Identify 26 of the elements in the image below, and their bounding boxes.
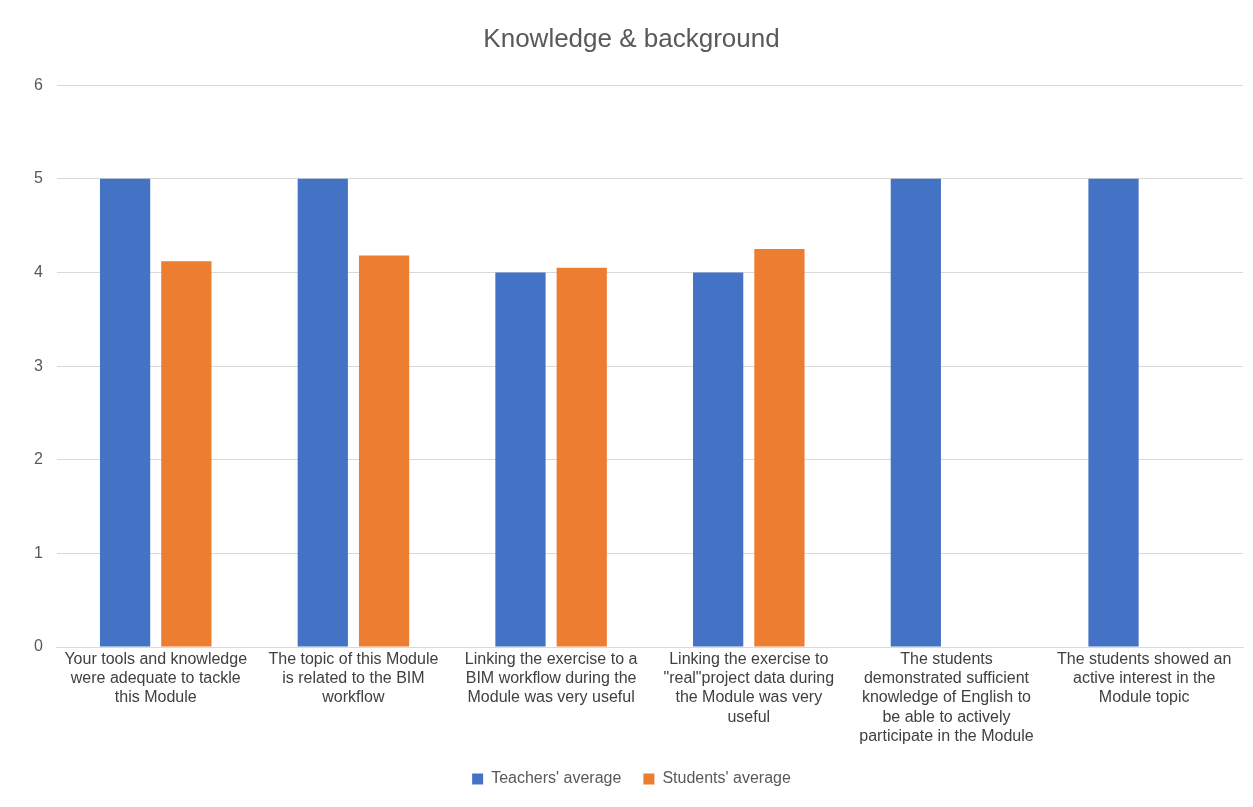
x-tick-label: The students demonstrated sufficient knowledge of English to be able to actively participate in the Module [859,650,1034,744]
y-tick-label: 0 [33,637,43,655]
legend-label: Students' average [662,769,791,787]
y-tick-label: 5 [33,169,43,187]
bar [754,249,805,647]
bar [161,261,212,647]
legend-label: Teachers' average [491,769,622,787]
bar [358,255,410,647]
bar [1088,178,1139,647]
x-tick-label: The topic of this Module is related to the BIM workflow [268,650,439,706]
bar [693,272,744,647]
bar [495,272,546,647]
y-tick-label: 4 [33,262,43,280]
y-tick-label: 1 [33,543,43,561]
bar [556,267,607,647]
y-tick-label: 6 [33,75,43,93]
x-tick-label: Your tools and knowledge were adequate to tackle this Module [64,650,248,706]
bar [890,178,941,647]
x-tick-label: Linking the exercise to a BIM workflow during the Module was very useful [464,650,638,706]
y-tick-label: 3 [33,356,43,374]
bar [99,178,151,647]
y-tick-label: 2 [33,450,43,468]
bar [297,178,348,647]
x-tick-label: Linking the exercise to "real"project data during the Module was very useful [663,650,835,725]
x-tick-label: The students showed an active interest in the Module topic [1056,650,1232,706]
chart-title: Knowledge & background [483,22,780,53]
